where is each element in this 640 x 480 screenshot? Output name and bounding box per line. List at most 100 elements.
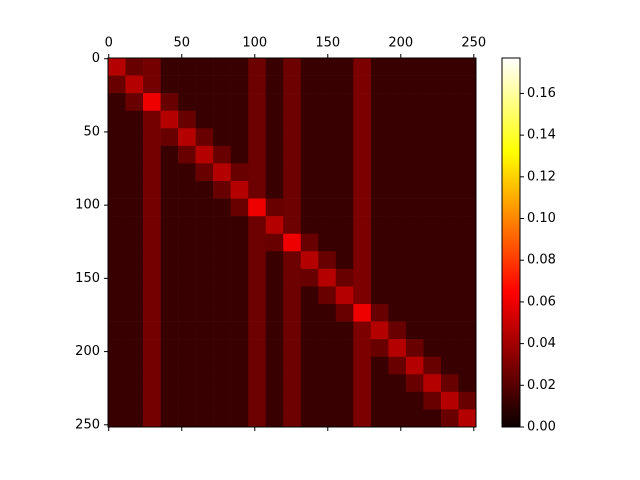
heatmap-cell <box>160 391 179 410</box>
heatmap-cell <box>458 233 477 252</box>
heatmap-cell <box>248 58 267 76</box>
heatmap-cell <box>300 93 319 112</box>
heatmap-cell <box>370 75 389 94</box>
heatmap-cell <box>248 128 267 147</box>
heatmap-cell <box>423 75 442 94</box>
heatmap-cell <box>353 128 372 147</box>
heatmap-cell <box>300 409 319 428</box>
heatmap-cell <box>143 93 161 112</box>
heatmap-cell <box>283 58 302 76</box>
heatmap-cell <box>125 409 144 428</box>
heatmap-cell <box>195 181 214 199</box>
heatmap-cell <box>125 391 144 410</box>
colorbar-tick-label: 0.16 <box>527 86 556 101</box>
heatmap-cell <box>125 75 144 94</box>
heatmap-cell <box>283 198 302 217</box>
heatmap-cell <box>178 304 196 322</box>
heatmap-cell <box>213 409 231 428</box>
heatmap-cell <box>335 128 354 147</box>
heatmap-cell <box>195 93 214 112</box>
heatmap-cell <box>458 409 477 428</box>
heatmap-cell <box>423 163 442 182</box>
heatmap-cell <box>108 93 126 112</box>
heatmap-cell <box>335 409 354 428</box>
heatmap-cell <box>195 198 214 217</box>
heatmap-cell <box>248 181 267 199</box>
heatmap-cell <box>283 391 302 410</box>
heatmap-cell <box>300 286 319 305</box>
heatmap-cell <box>143 58 161 76</box>
heatmap-cell <box>178 145 196 164</box>
heatmap-cell <box>335 286 354 305</box>
colorbar-tick-label: 0.12 <box>527 169 556 184</box>
heatmap-cell <box>160 198 179 217</box>
heatmap-cell <box>125 321 144 340</box>
heatmap-cell <box>160 321 179 340</box>
heatmap-cell <box>440 251 459 270</box>
heatmap-cell <box>108 198 126 217</box>
heatmap-cell <box>283 163 302 182</box>
heatmap-cell <box>160 58 179 76</box>
heatmap-cell <box>300 356 319 375</box>
heatmap-cell <box>230 93 249 112</box>
heatmap-cell <box>335 374 354 393</box>
heatmap-cell <box>265 216 284 235</box>
heatmap-cell <box>440 286 459 305</box>
heatmap-cell <box>265 391 284 410</box>
heatmap-cell <box>195 409 214 428</box>
heatmap-cell <box>248 93 267 112</box>
heatmap-cell <box>108 181 126 199</box>
heatmap-cell <box>318 286 337 305</box>
heatmap-cell <box>300 251 319 270</box>
heatmap-cell <box>195 75 214 94</box>
heatmap-cell <box>143 286 161 305</box>
heatmap-cell <box>300 181 319 199</box>
heatmap-cell <box>230 339 249 358</box>
heatmap-cell <box>230 286 249 305</box>
heatmap-cell <box>440 216 459 235</box>
heatmap-cell <box>230 163 249 182</box>
heatmap-cell <box>265 181 284 199</box>
colorbar-tick-label: 0.08 <box>527 253 556 268</box>
heatmap-cell <box>178 321 196 340</box>
heatmap-cell <box>230 356 249 375</box>
heatmap-cell <box>318 409 337 428</box>
heatmap-cell <box>125 339 144 358</box>
x-tick-label: 150 <box>315 36 340 51</box>
heatmap-cell <box>335 145 354 164</box>
heatmap-cell <box>440 391 459 410</box>
heatmap-cell <box>178 198 196 217</box>
heatmap-cell <box>440 145 459 164</box>
heatmap-cell <box>388 304 407 322</box>
heatmap-cell <box>283 128 302 147</box>
heatmap-cell <box>318 93 337 112</box>
heatmap-cell <box>423 198 442 217</box>
heatmap-cell <box>458 110 477 129</box>
heatmap-cell <box>440 163 459 182</box>
heatmap-cell <box>283 110 302 129</box>
colorbar-tick-label: 0.10 <box>527 211 556 226</box>
heatmap-cell <box>248 233 267 252</box>
heatmap-cell <box>423 251 442 270</box>
heatmap-cell <box>108 409 126 428</box>
heatmap-cell <box>423 374 442 393</box>
heatmap-cell <box>160 251 179 270</box>
heatmap-cell <box>108 163 126 182</box>
axes-frame <box>107 57 477 428</box>
heatmap-cell <box>160 374 179 393</box>
heatmap-cell <box>178 286 196 305</box>
heatmap-cell <box>423 128 442 147</box>
heatmap-cell <box>423 268 442 287</box>
heatmap-cell <box>213 93 231 112</box>
heatmap-cell <box>405 110 424 129</box>
heatmap-cell <box>143 198 161 217</box>
heatmap-cell <box>230 251 249 270</box>
heatmap-cell <box>423 110 442 129</box>
heatmap-cell <box>125 233 144 252</box>
heatmap-cell <box>405 321 424 340</box>
heatmap-cell <box>388 110 407 129</box>
heatmap-cell <box>370 304 389 322</box>
heatmap-cell <box>160 110 179 129</box>
heatmap-cell <box>353 391 372 410</box>
heatmap-cell <box>125 181 144 199</box>
